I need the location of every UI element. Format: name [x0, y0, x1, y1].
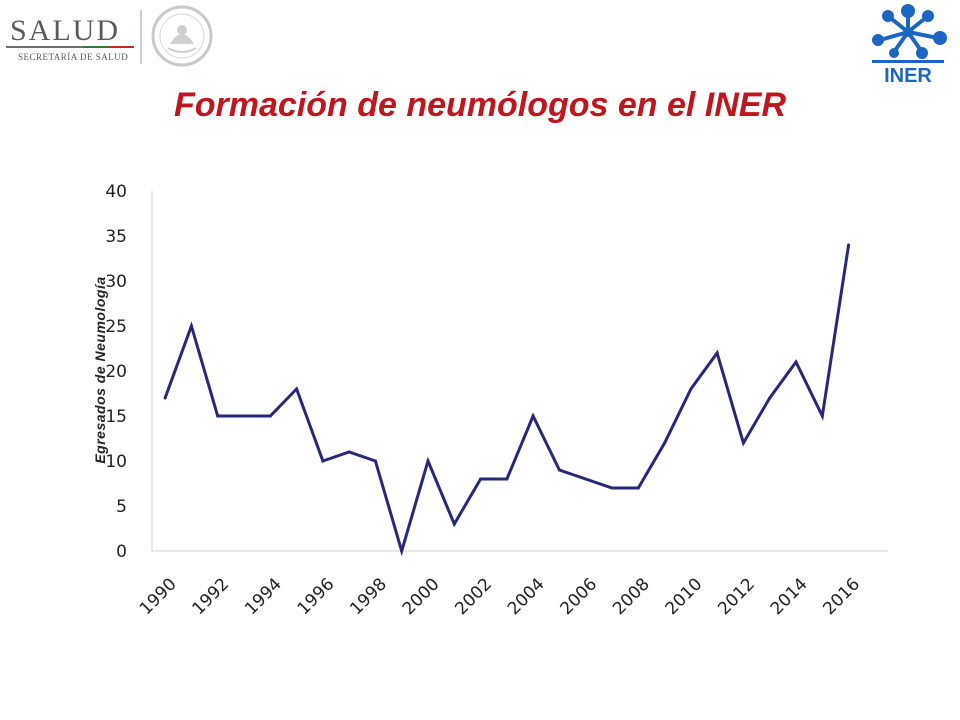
data-point [610, 486, 614, 490]
data-point [373, 459, 377, 463]
x-tick-label: 2010 [662, 574, 707, 619]
data-point [321, 459, 325, 463]
x-tick-label: 2016 [819, 574, 864, 619]
data-point [479, 477, 483, 481]
y-tick-label: 5 [116, 497, 127, 517]
data-point [715, 351, 719, 355]
salud-logo-subtitle: SECRETARÍA DE SALUD [18, 52, 129, 62]
data-point [741, 441, 745, 445]
data-point [505, 477, 509, 481]
data-point [452, 522, 456, 526]
salud-logo-word: SALUD [10, 14, 121, 47]
mexico-seal-icon [151, 5, 213, 67]
data-point [794, 360, 798, 364]
data-point [584, 477, 588, 481]
series-group [163, 243, 851, 557]
data-point [268, 414, 272, 418]
iner-logo: INER [872, 4, 947, 87]
data-point [820, 414, 824, 418]
data-point [400, 549, 404, 553]
x-tick-label: 2002 [451, 574, 496, 619]
line-chart: Egresados de Neumología 0 5 10 15 20 25 30 35 40… [40, 170, 920, 670]
salud-logo-stripe [6, 46, 134, 48]
x-tick-label: 2014 [767, 574, 812, 619]
x-tick-label: 1994 [241, 574, 286, 619]
x-tick-label: 1992 [189, 574, 234, 619]
x-tick-label: 2006 [557, 574, 602, 619]
x-axis-ticks: 1990 1992 1994 1996 1998 2000 2002 2004 2006 2008… [136, 574, 864, 619]
data-point [636, 486, 640, 490]
data-point [847, 243, 851, 247]
x-tick-label: 1996 [294, 574, 339, 619]
x-tick-label: 2008 [609, 574, 654, 619]
x-tick-label: 2000 [399, 574, 444, 619]
series-line [163, 244, 851, 557]
x-tick-label: 1990 [136, 574, 181, 619]
data-point [295, 387, 299, 391]
iner-logo-text: INER [884, 65, 932, 87]
y-tick-label: 25 [105, 317, 127, 337]
y-tick-label: 10 [105, 452, 127, 472]
data-point [557, 468, 561, 472]
x-tick-label: 2004 [504, 574, 549, 619]
x-tick-label: 2012 [714, 574, 759, 619]
data-point [768, 396, 772, 400]
y-tick-label: 20 [105, 362, 127, 382]
header-divider [140, 10, 142, 64]
salud-logo: SALUD SECRETARÍA DE SALUD [0, 0, 230, 80]
data-point [531, 414, 535, 418]
y-tick-label: 30 [105, 272, 127, 292]
data-point [163, 396, 167, 400]
data-point [189, 324, 193, 328]
data-point [347, 450, 351, 454]
chart-title: Formación de neumólogos en el INER [173, 86, 787, 124]
y-tick-label: 40 [105, 182, 127, 202]
data-point [242, 414, 246, 418]
y-axis-ticks: 0 5 10 15 20 25 30 35 40 [105, 182, 127, 562]
data-point [216, 414, 220, 418]
data-point [426, 459, 430, 463]
x-tick-label: 1998 [346, 574, 391, 619]
data-point [663, 441, 667, 445]
y-tick-label: 0 [116, 542, 127, 562]
y-tick-label: 15 [105, 407, 127, 427]
data-point [689, 387, 693, 391]
y-tick-label: 35 [105, 227, 127, 247]
